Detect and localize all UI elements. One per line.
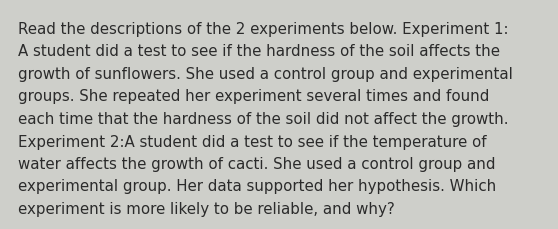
Text: growth of sunflowers. She used a control group and experimental: growth of sunflowers. She used a control… xyxy=(18,67,513,82)
Text: A student did a test to see if the hardness of the soil affects the: A student did a test to see if the hardn… xyxy=(18,44,500,59)
Text: each time that the hardness of the soil did not affect the growth.: each time that the hardness of the soil … xyxy=(18,112,508,126)
Text: experiment is more likely to be reliable, and why?: experiment is more likely to be reliable… xyxy=(18,201,395,216)
Text: groups. She repeated her experiment several times and found: groups. She repeated her experiment seve… xyxy=(18,89,489,104)
Text: Read the descriptions of the 2 experiments below. Experiment 1:: Read the descriptions of the 2 experimen… xyxy=(18,22,508,37)
Text: experimental group. Her data supported her hypothesis. Which: experimental group. Her data supported h… xyxy=(18,179,496,194)
Text: Experiment 2:A student did a test to see if the temperature of: Experiment 2:A student did a test to see… xyxy=(18,134,487,149)
Text: water affects the growth of cacti. She used a control group and: water affects the growth of cacti. She u… xyxy=(18,156,496,171)
